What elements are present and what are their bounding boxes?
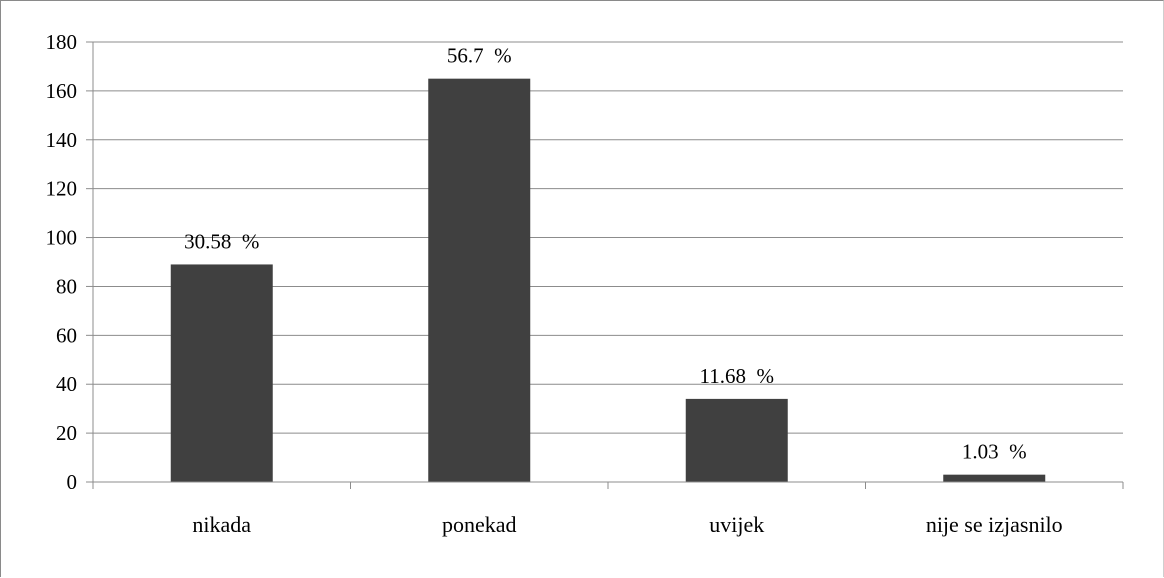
bars (170, 78, 1046, 483)
data-labels: 30.58 % 56.7 % 11.68 % 1.03 % (184, 44, 1027, 464)
x-category-label: uvijek (709, 512, 764, 537)
y-tick-label: 20 (56, 421, 77, 445)
y-tick-label: 80 (56, 274, 77, 298)
y-tick-label: 60 (56, 323, 77, 347)
y-tick-label: 40 (56, 372, 77, 396)
bar-nije-se-izjasnilo (943, 474, 1046, 482)
y-tick-labels: 0 20 40 60 80 100 120 140 160 180 (46, 30, 78, 494)
axes (92, 42, 1123, 483)
data-label: 1.03 % (962, 440, 1027, 464)
y-tick-label: 100 (46, 226, 78, 250)
data-label: 11.68 % (700, 364, 774, 388)
y-tick-label: 140 (46, 128, 78, 152)
y-tick-label: 0 (67, 470, 78, 494)
bar-uvijek (685, 398, 788, 482)
bar-ponekad (428, 78, 531, 483)
bar-nikada (170, 264, 273, 482)
y-tick-label: 120 (46, 177, 78, 201)
y-tick-label: 180 (46, 30, 78, 54)
y-tick-label: 160 (46, 79, 78, 103)
x-category-label: nije se izjasnilo (926, 512, 1063, 537)
x-category-label: ponekad (442, 512, 517, 537)
data-label: 56.7 % (447, 44, 512, 68)
x-category-label: nikada (192, 512, 251, 537)
data-label: 30.58 % (184, 229, 259, 253)
x-category-labels: nikada ponekad uvijek nije se izjasnilo (192, 512, 1062, 537)
